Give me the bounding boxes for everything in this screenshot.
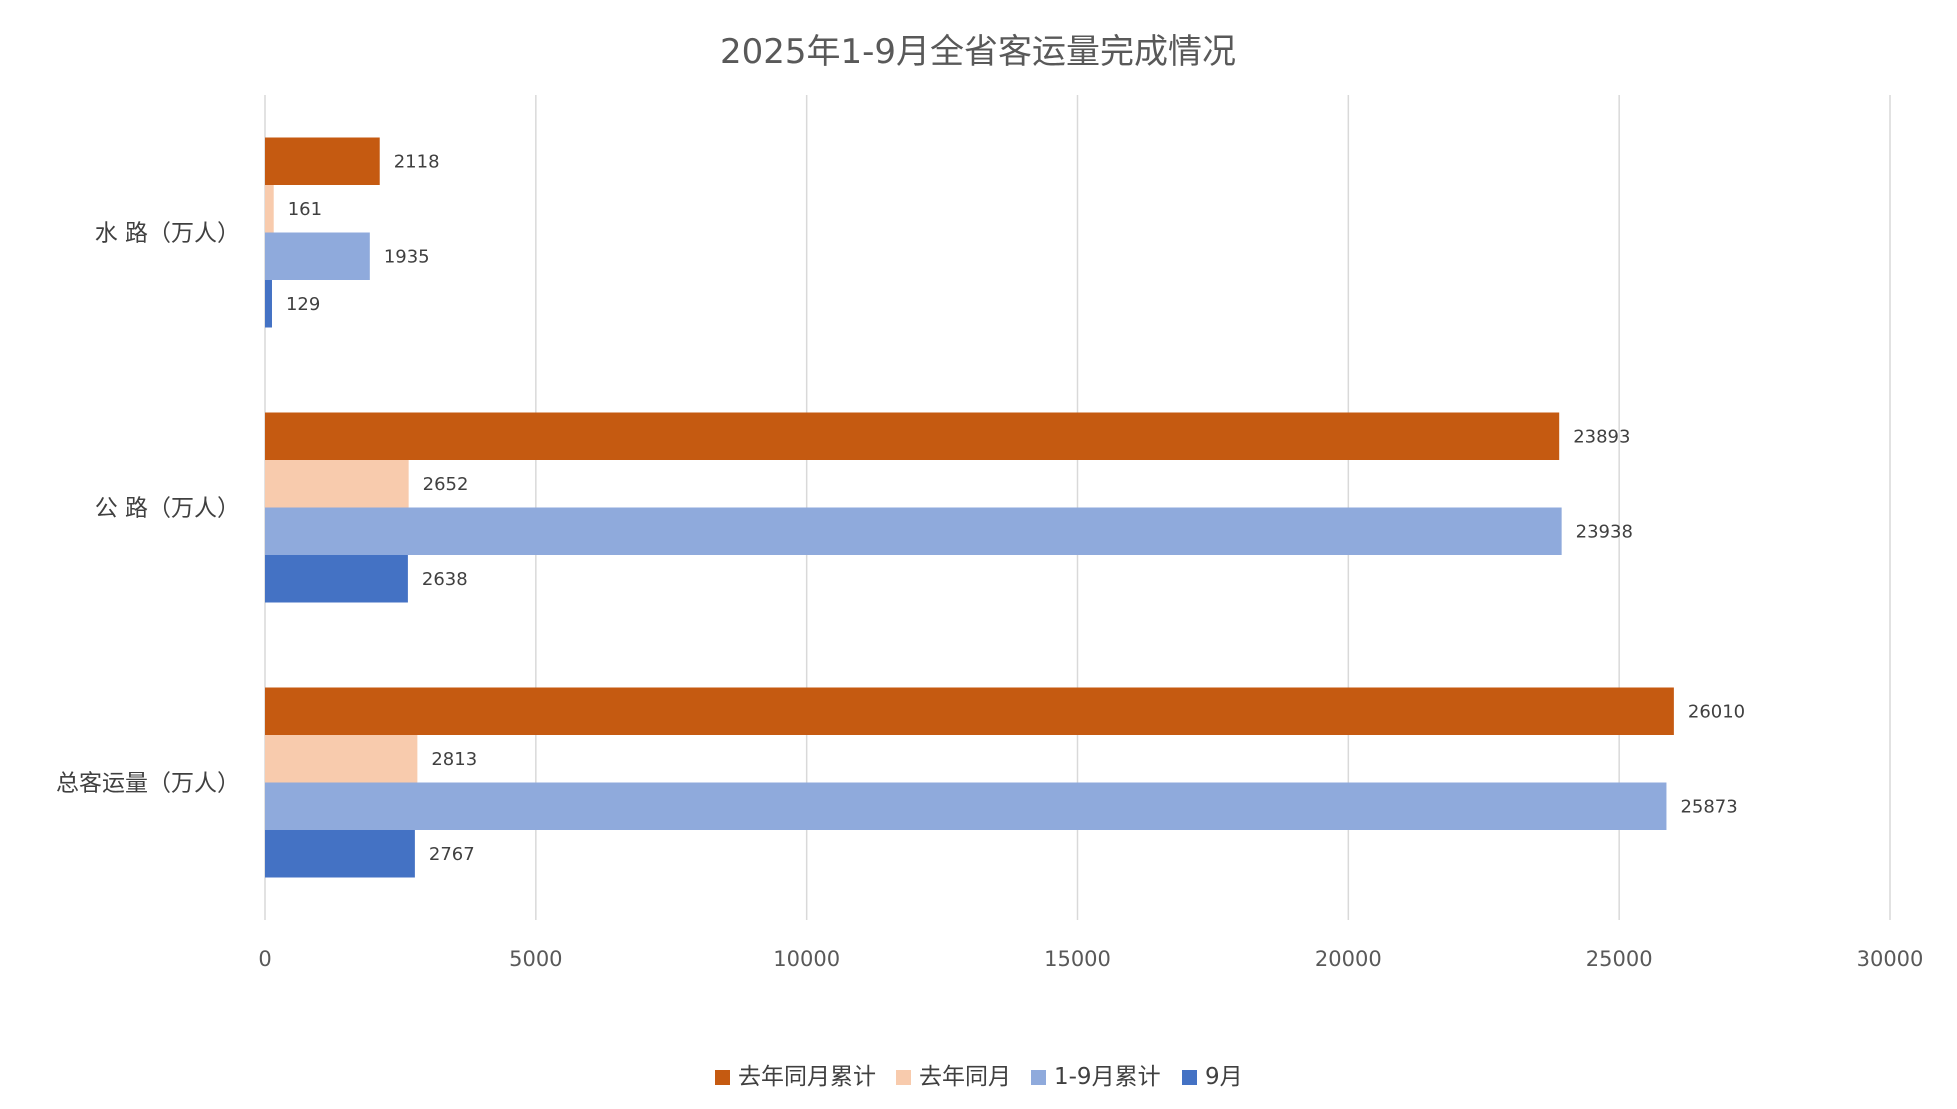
- data-label: 26010: [1688, 701, 1745, 722]
- data-label: 2638: [422, 569, 468, 590]
- legend-swatch: [1031, 1070, 1046, 1085]
- legend-entry: 去年同月: [919, 1064, 1011, 1090]
- x-tick-label: 20000: [1315, 947, 1382, 971]
- legend-entry: 1-9月累计: [1054, 1064, 1161, 1090]
- data-label: 129: [286, 294, 320, 315]
- data-label: 161: [288, 199, 322, 220]
- data-labels: 2118 161 1935 129 23893 2652 23938 2638 26010 281…: [286, 151, 1745, 865]
- bar-2-3: [265, 735, 418, 783]
- category-label: 公 路（万人）: [95, 496, 240, 522]
- x-tick-label: 0: [258, 947, 271, 971]
- data-label: 1935: [384, 246, 430, 267]
- legend-entry: 9月: [1205, 1064, 1243, 1090]
- bar-4-3: [265, 830, 415, 878]
- legend-swatch: [715, 1070, 730, 1085]
- bar-2-2: [265, 460, 409, 508]
- data-label: 2767: [429, 844, 475, 865]
- bar-4-1: [265, 280, 272, 328]
- legend-swatch: [896, 1070, 911, 1085]
- category-label: 总客运量（万人）: [56, 771, 240, 797]
- x-tick-label: 5000: [509, 947, 562, 971]
- bar-3-1: [265, 232, 370, 280]
- x-tick-label: 25000: [1586, 947, 1653, 971]
- bars: [265, 137, 1674, 878]
- data-label: 23893: [1573, 426, 1630, 447]
- legend-entry: 去年同月累计: [738, 1064, 876, 1090]
- value-axis: 0 5000 10000 15000 20000 25000 30000: [258, 947, 1923, 971]
- category-label: 水 路（万人）: [95, 221, 240, 247]
- bar-2-1: [265, 185, 274, 233]
- data-label: 2813: [431, 749, 477, 770]
- legend: 去年同月累计 去年同月 1-9月累计 9月: [715, 1064, 1243, 1090]
- category-axis: 水 路（万人） 公 路（万人） 总客运量（万人）: [56, 221, 240, 797]
- data-label: 2118: [394, 151, 440, 172]
- legend-swatch: [1182, 1070, 1197, 1085]
- bar-1-1: [265, 137, 380, 185]
- x-tick-label: 30000: [1857, 947, 1924, 971]
- data-label: 25873: [1680, 796, 1737, 817]
- data-label: 23938: [1576, 521, 1633, 542]
- bar-1-3: [265, 687, 1674, 735]
- bar-3-3: [265, 782, 1667, 830]
- bar-3-2: [265, 507, 1562, 555]
- data-label: 2652: [423, 474, 469, 495]
- chart-title: 2025年1-9月全省客运量完成情况: [720, 32, 1236, 72]
- bar-1-2: [265, 412, 1560, 460]
- x-tick-label: 10000: [773, 947, 840, 971]
- x-tick-label: 15000: [1044, 947, 1111, 971]
- bar-4-2: [265, 555, 408, 603]
